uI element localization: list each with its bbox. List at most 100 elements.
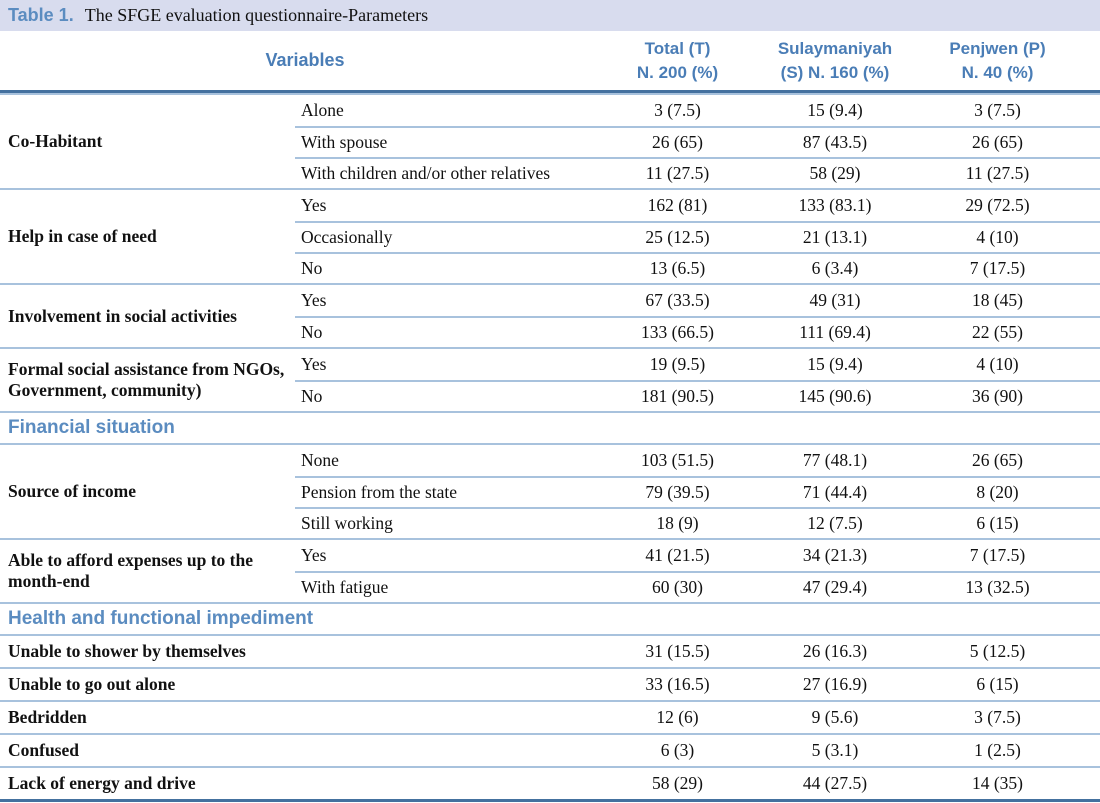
sub-item: With children and/or other relatives xyxy=(295,157,610,188)
row-lack-of-energy: Lack of energy and drive 58 (29) 44 (27.… xyxy=(0,766,1100,799)
sub-item: Yes xyxy=(301,545,327,565)
cell-sulaymaniyah: 111 (69.4) xyxy=(745,316,925,347)
cell-total: 33 (16.5) xyxy=(645,674,710,694)
sub-item: Yes xyxy=(301,354,327,374)
table-bottom-rule xyxy=(0,799,1100,803)
cell-penjwen: 26 (65) xyxy=(925,126,1100,157)
sub-item: Yes xyxy=(301,290,327,310)
cell-sulaymaniyah: 58 (29) xyxy=(745,157,925,188)
row-label: Bedridden xyxy=(8,707,87,727)
cell-penjwen: 4 (10) xyxy=(925,221,1100,252)
cell-penjwen: 18 (45) xyxy=(971,290,1024,310)
header-bottom-rule xyxy=(0,93,1100,95)
penjwen-column-header-line1: Penjwen (P) xyxy=(949,38,1046,58)
cell-penjwen: 3 (7.5) xyxy=(974,100,1021,120)
table-caption: Table 1. The SFGE evaluation questionnai… xyxy=(0,0,1100,31)
section-header-financial-situation: Financial situation xyxy=(0,413,1100,445)
row-unable-to-shower: Unable to shower by themselves 31 (15.5)… xyxy=(0,636,1100,667)
section-header-health-impediment: Health and functional impediment xyxy=(0,604,1100,636)
table-title: The SFGE evaluation questionnaire-Parame… xyxy=(84,5,429,25)
sub-item: No xyxy=(295,252,610,283)
cell-total: 11 (27.5) xyxy=(610,157,745,188)
cell-penjwen: 7 (17.5) xyxy=(925,252,1100,283)
cell-sulaymaniyah: 71 (44.4) xyxy=(745,476,925,507)
cell-total: 18 (9) xyxy=(610,507,745,538)
sub-item: Yes xyxy=(301,195,327,215)
cell-penjwen: 7 (17.5) xyxy=(969,545,1026,565)
sub-item: No xyxy=(295,380,610,411)
group-involvement-social-activities: Involvement in social activities Yes 67 … xyxy=(0,285,1100,349)
cell-total: 19 (9.5) xyxy=(649,354,706,374)
row-label: Unable to shower by themselves xyxy=(8,641,246,661)
cell-total: 103 (51.5) xyxy=(641,450,714,470)
cell-total: 25 (12.5) xyxy=(610,221,745,252)
group-formal-social-assistance: Formal social assistance from NGOs, Gove… xyxy=(0,349,1100,413)
group-label: Able to afford expenses up to the month-… xyxy=(8,550,253,591)
cell-total: 133 (66.5) xyxy=(610,316,745,347)
cell-penjwen: 14 (35) xyxy=(971,773,1024,793)
cell-total: 3 (7.5) xyxy=(654,100,701,120)
row-bedridden: Bedridden 12 (6) 9 (5.6) 3 (7.5) xyxy=(0,700,1100,733)
cell-sulaymaniyah: 26 (16.3) xyxy=(802,641,868,661)
cell-sulaymaniyah: 6 (3.4) xyxy=(745,252,925,283)
cell-total: 181 (90.5) xyxy=(610,380,745,411)
sub-item: Occasionally xyxy=(295,221,610,252)
cell-total: 58 (29) xyxy=(651,773,704,793)
penjwen-column-header-line2: N. 40 (%) xyxy=(961,62,1034,82)
cell-sulaymaniyah: 15 (9.4) xyxy=(807,354,863,374)
table-number-label: Table 1. xyxy=(8,5,74,25)
sulaymaniyah-column-header-line2: (S) N. 160 (%) xyxy=(780,62,890,82)
sub-item: Pension from the state xyxy=(295,476,610,507)
total-column-header: Total (T) N. 200 (%) xyxy=(610,31,745,90)
total-column-header-line2: N. 200 (%) xyxy=(636,62,719,82)
cell-total: 67 (33.5) xyxy=(645,290,710,310)
cell-total: 60 (30) xyxy=(610,571,745,602)
sub-item: With fatigue xyxy=(295,571,610,602)
variables-column-header: Variables xyxy=(265,50,345,70)
cell-sulaymaniyah: 34 (21.3) xyxy=(802,545,868,565)
cell-penjwen: 11 (27.5) xyxy=(925,157,1100,188)
cell-total: 41 (21.5) xyxy=(645,545,710,565)
cell-penjwen: 6 (15) xyxy=(976,674,1019,694)
cell-sulaymaniyah: 15 (9.4) xyxy=(807,100,863,120)
cell-total: 31 (15.5) xyxy=(645,641,710,661)
sub-item: Still working xyxy=(295,507,610,538)
group-label: Help in case of need xyxy=(8,226,157,247)
cell-total: 79 (39.5) xyxy=(610,476,745,507)
cell-penjwen: 3 (7.5) xyxy=(974,707,1021,727)
group-help-in-case-of-need: Help in case of need Yes 162 (81) 133 (8… xyxy=(0,190,1100,285)
sub-item: No xyxy=(295,316,610,347)
sub-item: None xyxy=(301,450,339,470)
group-able-to-afford-expenses: Able to afford expenses up to the month-… xyxy=(0,540,1100,604)
cell-sulaymaniyah: 21 (13.1) xyxy=(745,221,925,252)
cell-penjwen: 8 (20) xyxy=(925,476,1100,507)
group-label: Involvement in social activities xyxy=(8,305,237,326)
cell-penjwen: 4 (10) xyxy=(976,354,1019,374)
cell-total: 6 (3) xyxy=(660,740,695,760)
group-label: Source of income xyxy=(8,481,136,502)
row-confused: Confused 6 (3) 5 (3.1) 1 (2.5) xyxy=(0,733,1100,766)
group-source-of-income: Source of income None 103 (51.5) 77 (48.… xyxy=(0,445,1100,540)
cell-sulaymaniyah: 77 (48.1) xyxy=(802,450,868,470)
bottom-rule-dark xyxy=(0,799,1100,802)
cell-sulaymaniyah: 44 (27.5) xyxy=(802,773,868,793)
cell-sulaymaniyah: 145 (90.6) xyxy=(745,380,925,411)
group-label: Co-Habitant xyxy=(8,131,103,152)
cell-total: 12 (6) xyxy=(656,707,699,727)
row-label: Lack of energy and drive xyxy=(8,773,196,793)
sub-item: Alone xyxy=(301,100,344,120)
total-column-header-line1: Total (T) xyxy=(644,38,711,58)
sulaymaniyah-column-header: Sulaymaniyah (S) N. 160 (%) xyxy=(745,31,925,90)
cell-penjwen: 26 (65) xyxy=(971,450,1024,470)
cell-penjwen: 36 (90) xyxy=(925,380,1100,411)
group-co-habitant: Co-Habitant Alone 3 (7.5) 15 (9.4) 3 (7.… xyxy=(0,95,1100,190)
column-header-row: Variables Total (T) N. 200 (%) Sulaymani… xyxy=(0,31,1100,93)
cell-sulaymaniyah: 47 (29.4) xyxy=(745,571,925,602)
row-unable-to-go-out: Unable to go out alone 33 (16.5) 27 (16.… xyxy=(0,667,1100,700)
cell-total: 13 (6.5) xyxy=(610,252,745,283)
cell-sulaymaniyah: 5 (3.1) xyxy=(811,740,859,760)
cell-penjwen: 13 (32.5) xyxy=(925,571,1100,602)
row-label: Confused xyxy=(8,740,79,760)
cell-sulaymaniyah: 133 (83.1) xyxy=(798,195,872,215)
cell-sulaymaniyah: 12 (7.5) xyxy=(745,507,925,538)
